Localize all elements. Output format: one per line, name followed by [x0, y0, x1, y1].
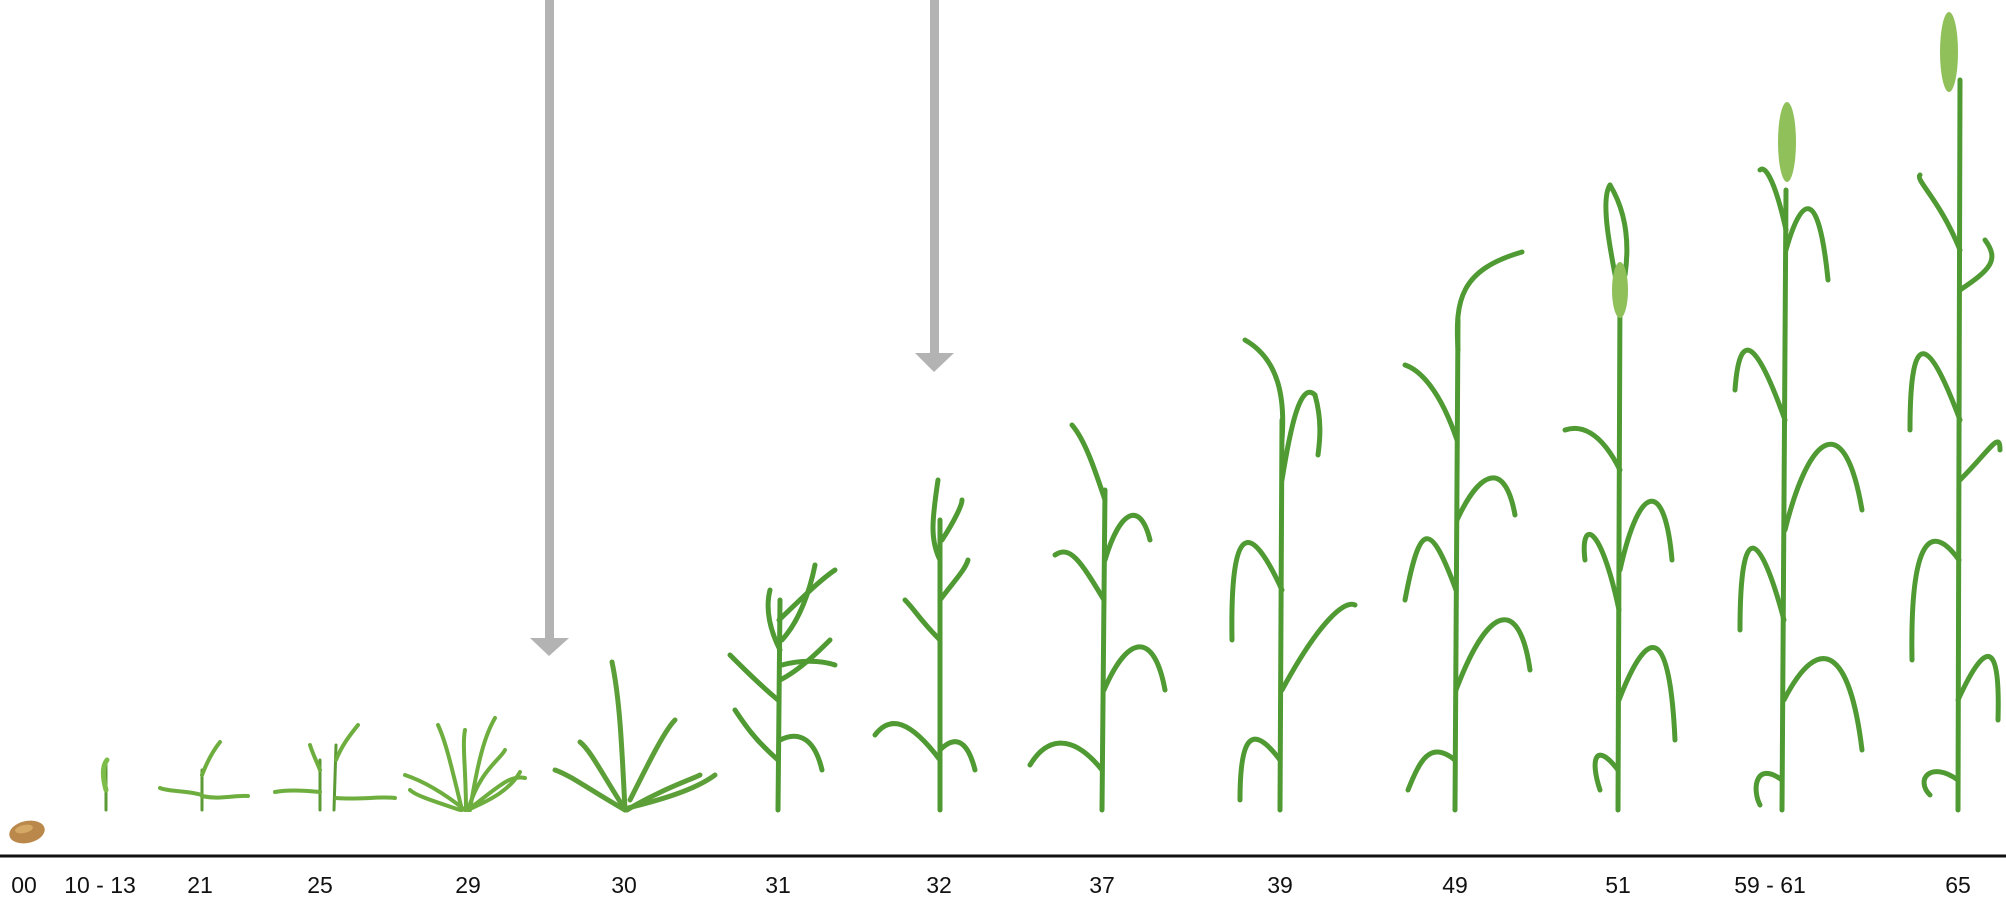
- plant-stage-32: [872, 477, 978, 813]
- stage-label-65: 65: [1945, 872, 1971, 898]
- stage-label-59-61: 59 - 61: [1734, 872, 1806, 898]
- stage-label-51: 51: [1605, 872, 1631, 898]
- seed-stage-00: [9, 820, 45, 844]
- stage-label-32: 32: [926, 872, 952, 898]
- stage-label-21: 21: [187, 872, 213, 898]
- stage-label-25: 25: [307, 872, 333, 898]
- plant-stage-49: [1402, 249, 1533, 813]
- plant-stage-51: [1562, 182, 1678, 813]
- plant-stage-39: [1229, 337, 1358, 813]
- plant-stage-25: [273, 723, 397, 812]
- plant-stage-37: [1027, 422, 1168, 813]
- plant-stage-10-13: [101, 757, 110, 812]
- arrow-stage-30: [530, 0, 569, 656]
- plant-stage-30: [552, 659, 718, 813]
- stage-label-00: 00: [11, 872, 37, 898]
- ear-stage-59-61: [1778, 102, 1796, 182]
- ear-stage-65: [1940, 12, 1958, 92]
- stage-label-49: 49: [1442, 872, 1468, 898]
- stage-label-29: 29: [455, 872, 481, 898]
- plant-stage-31: [727, 562, 838, 813]
- arrow-stage-32: [915, 0, 954, 372]
- plant-stage-65: [1907, 77, 2003, 813]
- stage-label-10-13: 10 - 13: [64, 872, 136, 898]
- plant-stage-59-61: [1732, 166, 1865, 813]
- stage-label-37: 37: [1089, 872, 1115, 898]
- plant-stage-21: [158, 740, 250, 812]
- plant-stage-29: [403, 716, 527, 812]
- ear-stage-51: [1612, 262, 1628, 318]
- stage-label-39: 39: [1267, 872, 1293, 898]
- stage-label-30: 30: [611, 872, 637, 898]
- stage-label-31: 31: [765, 872, 791, 898]
